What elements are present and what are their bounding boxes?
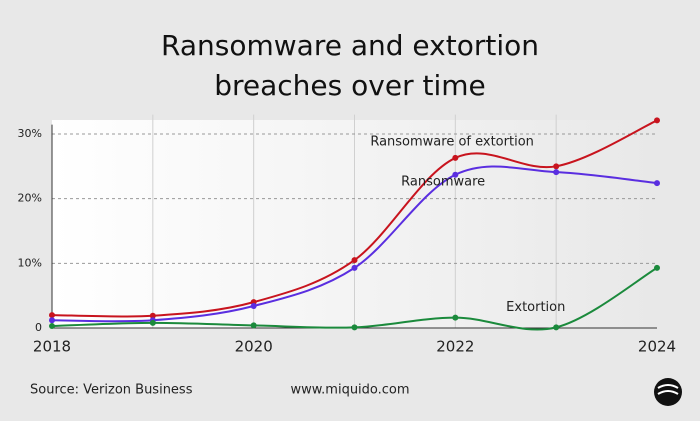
logo <box>654 378 682 406</box>
point <box>654 180 660 187</box>
x-tick-label: 2018 <box>33 338 71 356</box>
x-tick-label: 2020 <box>235 338 273 356</box>
point <box>452 314 459 321</box>
point <box>452 154 459 161</box>
point <box>351 257 358 264</box>
point <box>250 303 257 310</box>
chart-title: Ransomware and extortion breaches over t… <box>161 29 539 102</box>
x-tick-label: 2024 <box>638 338 676 356</box>
point <box>49 312 55 319</box>
point <box>553 163 560 170</box>
point <box>49 323 55 330</box>
x-tick-label: 2022 <box>436 338 474 356</box>
point <box>654 264 660 271</box>
point <box>654 117 660 124</box>
point <box>250 322 257 329</box>
point <box>49 317 55 324</box>
series-label: Ransomware of extortion <box>370 134 534 149</box>
y-tick-label: 20% <box>18 192 42 205</box>
source: Source: Verizon Business <box>30 383 193 398</box>
point <box>149 319 156 326</box>
point <box>553 169 560 176</box>
website: www.miquido.com <box>290 383 409 398</box>
point <box>553 324 560 331</box>
point <box>351 264 358 271</box>
point <box>149 312 156 319</box>
y-tick-label: 0 <box>35 321 42 334</box>
y-tick-label: 10% <box>18 256 42 269</box>
y-tick-label: 30% <box>18 127 42 140</box>
point <box>452 171 459 178</box>
series-label: Extortion <box>506 300 565 315</box>
series-label: Ransomware <box>401 175 485 190</box>
point <box>351 324 358 331</box>
